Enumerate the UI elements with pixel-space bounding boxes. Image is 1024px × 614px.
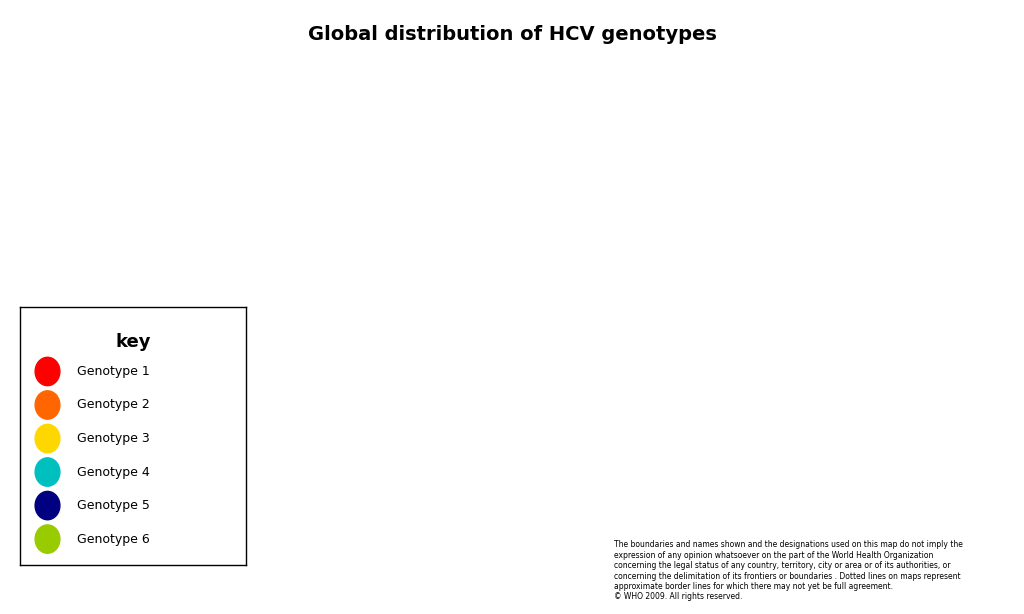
Circle shape [35, 357, 59, 386]
Text: Genotype 3: Genotype 3 [77, 432, 150, 445]
Text: The boundaries and names shown and the designations used on this map do not impl: The boundaries and names shown and the d… [614, 540, 964, 601]
Circle shape [35, 391, 59, 419]
Text: Genotype 2: Genotype 2 [77, 398, 150, 411]
Text: Global distribution of HCV genotypes: Global distribution of HCV genotypes [307, 25, 717, 44]
Circle shape [35, 458, 59, 486]
Text: Genotype 5: Genotype 5 [77, 499, 150, 512]
Text: Genotype 1: Genotype 1 [77, 365, 150, 378]
Text: Genotype 6: Genotype 6 [77, 532, 150, 546]
Circle shape [35, 491, 59, 519]
Text: Genotype 4: Genotype 4 [77, 465, 150, 478]
Circle shape [35, 424, 59, 453]
Text: key: key [116, 333, 151, 351]
Circle shape [35, 525, 59, 553]
